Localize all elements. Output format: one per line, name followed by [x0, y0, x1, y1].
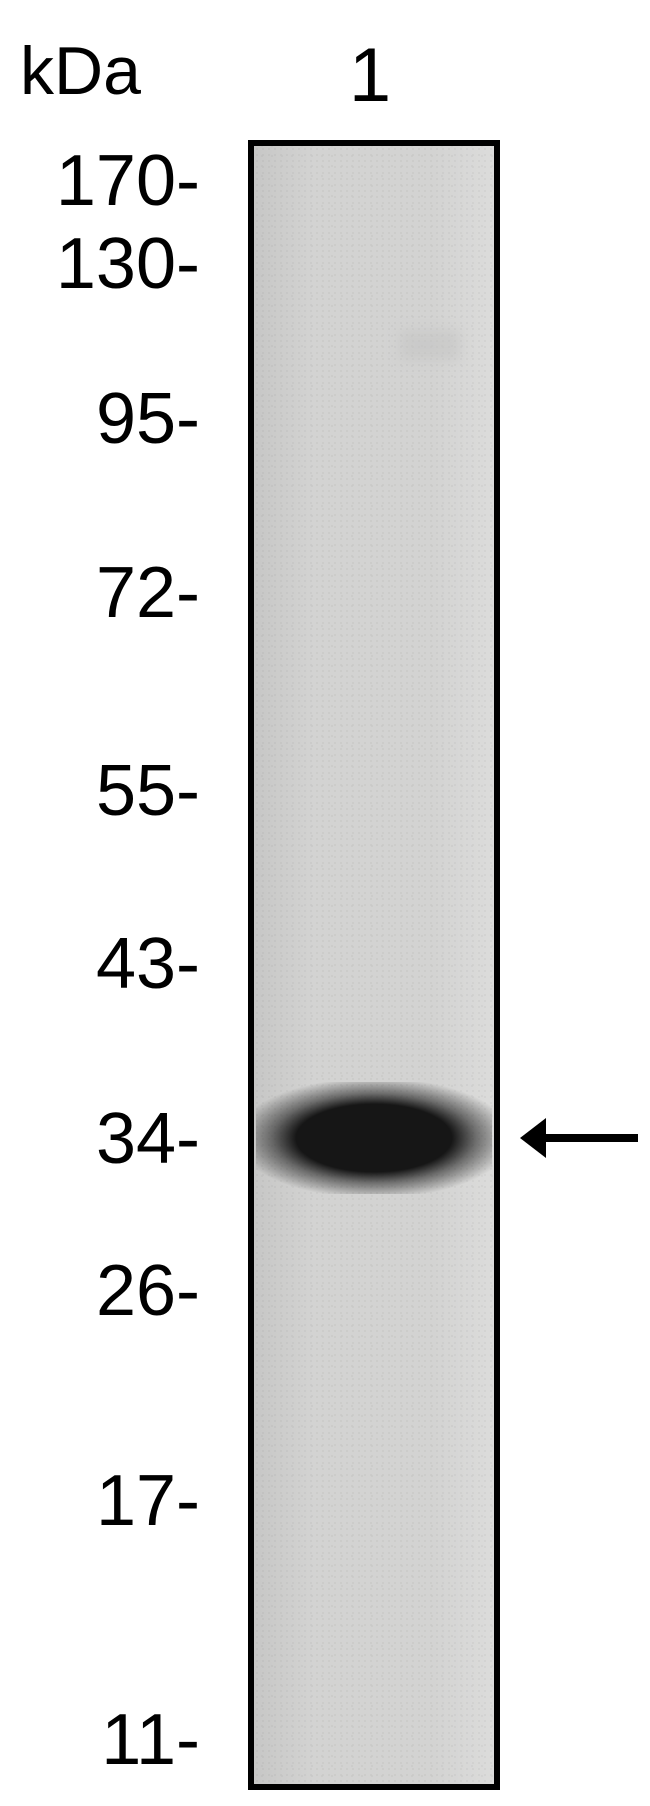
band-indicator-arrow [0, 0, 650, 1806]
blot-figure: kDa 1 170-130-95-72-55-43-34-26-17-11- [0, 0, 650, 1806]
arrow-shaft [546, 1134, 638, 1142]
arrow-head-icon [520, 1118, 546, 1158]
